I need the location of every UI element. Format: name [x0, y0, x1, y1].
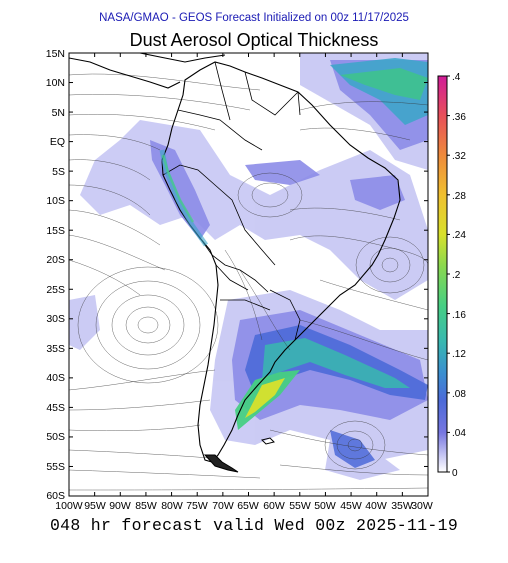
- lat-label: 10S: [46, 195, 65, 207]
- colorbar-tick-label: .36: [452, 112, 466, 123]
- lon-label: 65W: [237, 500, 259, 512]
- lat-label: 35S: [46, 343, 65, 355]
- colorbar-tick-label: 0: [452, 468, 458, 479]
- lon-label: 100W: [55, 500, 83, 512]
- colorbar-tick-label: .12: [452, 349, 466, 360]
- lat-label: 25S: [46, 284, 65, 296]
- lon-label: 50W: [314, 500, 336, 512]
- lat-label: EQ: [50, 136, 65, 148]
- lon-label: 85W: [135, 500, 157, 512]
- colorbar-tick-label: .28: [452, 191, 466, 202]
- lon-label: 40W: [365, 500, 387, 512]
- lat-label: 50S: [46, 431, 65, 443]
- longitude-labels: 100W 95W 90W 85W 80W 75W 70W 65W 60W 55W…: [55, 500, 433, 512]
- colorbar-tick-label: .08: [452, 389, 466, 400]
- lon-label: 90W: [109, 500, 131, 512]
- lon-label: 95W: [84, 500, 106, 512]
- colorbar-tick-label: .4: [452, 72, 461, 83]
- forecast-valid-time: 048 hr forecast valid Wed 00z 2025-11-19: [49, 516, 459, 535]
- lon-label: 55W: [289, 500, 311, 512]
- colorbar: .4 .36 .32 .28 .24 .2 .16 .12 .08 .04 0: [437, 72, 466, 479]
- lat-label: 15N: [46, 48, 65, 60]
- lat-label: 45S: [46, 402, 65, 414]
- andes-dust-core: [161, 154, 195, 223]
- latitude-labels: 15N 10N 5N EQ 5S 10S 15S 20S 25S 30S 35S…: [46, 48, 65, 502]
- circulation-gyres: [77, 172, 425, 470]
- lon-label: 60W: [263, 500, 285, 512]
- axis-ticks: [68, 52, 429, 497]
- lon-label: 45W: [340, 500, 362, 512]
- colorbar-tick-label: .2: [452, 270, 461, 281]
- map-title: Dust Aerosol Optical Thickness: [129, 30, 379, 50]
- lat-label: 30S: [46, 313, 65, 325]
- colorbar-tick-label: .16: [452, 310, 466, 321]
- lat-label: 10N: [46, 77, 65, 89]
- lat-label: 40S: [46, 372, 65, 384]
- colorbar-tick-label: .24: [452, 230, 466, 241]
- lon-label: 30W: [411, 500, 433, 512]
- colorbar-gradient: [437, 75, 448, 473]
- falkland-islands: [261, 437, 275, 445]
- map-plot-area: [69, 53, 428, 496]
- lat-label: 15S: [46, 225, 65, 237]
- tierra-del-fuego: [203, 454, 239, 473]
- lat-label: 5N: [52, 107, 65, 119]
- lat-label: 5S: [52, 166, 65, 178]
- central-america-coastline: [69, 53, 226, 89]
- forecast-subtitle: NASA/GMAO - GEOS Forecast Initialized on…: [99, 12, 409, 24]
- lon-label: 80W: [161, 500, 183, 512]
- lat-label: 55S: [46, 461, 65, 473]
- colorbar-tick-label: .04: [452, 428, 466, 439]
- colorbar-tick-label: .32: [452, 151, 466, 162]
- lon-label: 70W: [212, 500, 234, 512]
- lat-label: 60S: [46, 490, 65, 502]
- lon-label: 35W: [391, 500, 413, 512]
- lat-label: 20S: [46, 254, 65, 266]
- lon-label: 75W: [186, 500, 208, 512]
- country-borders: [162, 61, 301, 341]
